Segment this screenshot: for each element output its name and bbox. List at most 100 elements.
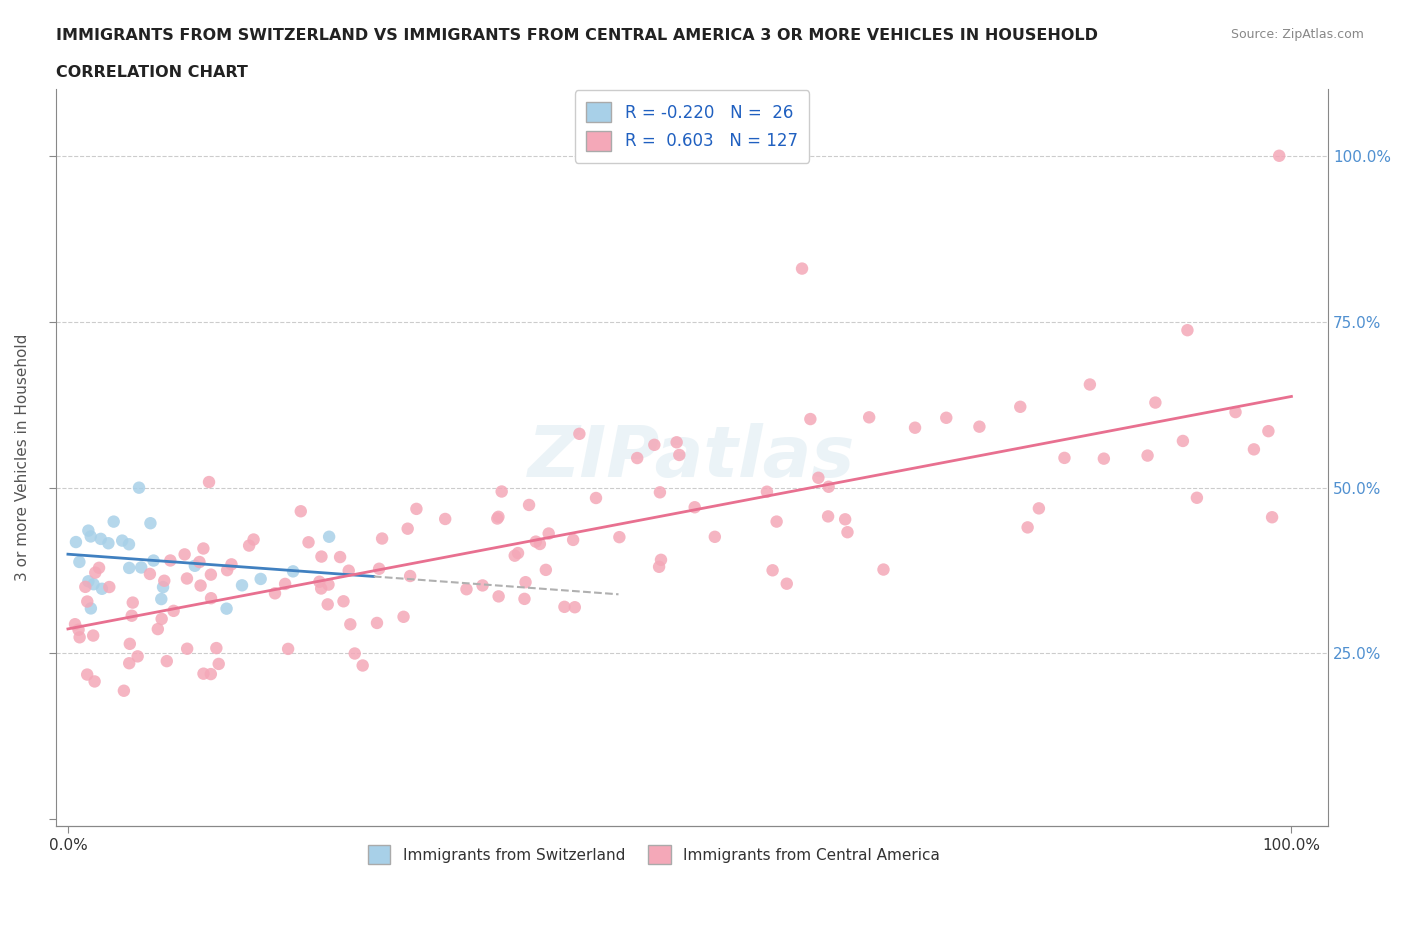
Immigrants from Central America [193,666,215,681]
Immigrants from Central America [648,559,671,574]
Immigrants from Switzerland [142,553,165,568]
Immigrants from Central America [200,667,222,682]
Immigrants from Central America [1257,424,1279,439]
Immigrants from Central America [309,581,332,596]
Immigrants from Switzerland [83,577,105,591]
Immigrants from Central America [83,674,105,689]
Immigrants from Central America [76,667,98,682]
Immigrants from Central America [63,617,86,631]
Immigrants from Central America [434,512,457,526]
Immigrants from Central America [858,410,880,425]
Immigrants from Central America [121,608,143,623]
Legend: Immigrants from Switzerland, Immigrants from Central America: Immigrants from Switzerland, Immigrants … [361,839,946,870]
Immigrants from Central America [1177,323,1199,338]
Immigrants from Central America [471,578,494,592]
Immigrants from Central America [139,566,162,581]
Immigrants from Switzerland [80,601,103,616]
Immigrants from Central America [274,577,297,591]
Immigrants from Central America [503,549,526,564]
Immigrants from Central America [609,530,631,545]
Immigrants from Switzerland [184,558,207,573]
Immigrants from Switzerland [65,535,87,550]
Immigrants from Central America [84,565,107,580]
Immigrants from Central America [332,594,354,609]
Immigrants from Central America [159,553,181,568]
Immigrants from Switzerland [77,524,100,538]
Immigrants from Central America [1144,395,1167,410]
Immigrants from Switzerland [91,581,114,596]
Immigrants from Switzerland [111,533,134,548]
Immigrants from Switzerland [97,536,120,551]
Immigrants from Central America [488,510,510,525]
Immigrants from Central America [190,578,212,593]
Immigrants from Central America [396,521,419,536]
Immigrants from Central America [834,512,856,526]
Immigrants from Central America [200,567,222,582]
Immigrants from Central America [156,654,179,669]
Immigrants from Central America [308,575,330,590]
Immigrants from Switzerland [77,574,100,589]
Immigrants from Central America [121,595,143,610]
Immigrants from Central America [371,531,394,546]
Immigrants from Central America [665,435,688,450]
Immigrants from Central America [173,547,195,562]
Immigrants from Central America [399,568,422,583]
Text: Source: ZipAtlas.com: Source: ZipAtlas.com [1230,28,1364,41]
Immigrants from Central America [118,656,141,671]
Immigrants from Central America [488,589,510,604]
Immigrants from Switzerland [129,560,152,575]
Y-axis label: 3 or more Vehicles in Household: 3 or more Vehicles in Household [15,334,30,581]
Immigrants from Central America [217,563,239,578]
Immigrants from Central America [1185,490,1208,505]
Immigrants from Central America [1078,377,1101,392]
Immigrants from Central America [352,658,374,673]
Immigrants from Central America [316,597,339,612]
Immigrants from Central America [343,646,366,661]
Immigrants from Switzerland [231,578,253,592]
Immigrants from Central America [98,579,121,594]
Immigrants from Central America [221,557,243,572]
Immigrants from Central America [517,498,540,512]
Immigrants from Switzerland [118,561,141,576]
Immigrants from Switzerland [152,579,174,594]
Text: CORRELATION CHART: CORRELATION CHART [56,65,247,80]
Immigrants from Central America [765,514,787,529]
Immigrants from Central America [969,419,991,434]
Immigrants from Central America [311,549,333,564]
Immigrants from Central America [837,525,859,539]
Immigrants from Central America [643,437,665,452]
Immigrants from Central America [761,563,783,578]
Immigrants from Central America [650,552,672,567]
Immigrants from Central America [668,447,690,462]
Immigrants from Central America [277,642,299,657]
Immigrants from Central America [337,564,360,578]
Immigrants from Central America [82,628,104,643]
Immigrants from Central America [242,532,264,547]
Immigrants from Central America [76,594,98,609]
Immigrants from Central America [817,509,839,524]
Immigrants from Central America [1225,405,1247,419]
Immigrants from Switzerland [118,537,141,551]
Immigrants from Switzerland [318,529,340,544]
Immigrants from Central America [339,617,361,631]
Immigrants from Central America [872,562,894,577]
Immigrants from Central America [208,657,231,671]
Immigrants from Central America [1268,148,1291,163]
Immigrants from Central America [1261,510,1284,525]
Immigrants from Central America [112,684,135,698]
Immigrants from Central America [935,410,957,425]
Text: IMMIGRANTS FROM SWITZERLAND VS IMMIGRANTS FROM CENTRAL AMERICA 3 OR MORE VEHICLE: IMMIGRANTS FROM SWITZERLAND VS IMMIGRANT… [56,28,1098,43]
Immigrants from Central America [1092,451,1115,466]
Immigrants from Central America [776,577,799,591]
Immigrants from Central America [534,563,557,578]
Immigrants from Central America [392,609,415,624]
Immigrants from Switzerland [249,572,271,587]
Immigrants from Switzerland [215,601,238,616]
Immigrants from Central America [1028,501,1050,516]
Immigrants from Central America [648,485,671,499]
Immigrants from Central America [205,641,228,656]
Immigrants from Central America [188,554,211,569]
Immigrants from Central America [568,426,591,441]
Immigrants from Central America [1243,442,1265,457]
Immigrants from Central America [1136,448,1159,463]
